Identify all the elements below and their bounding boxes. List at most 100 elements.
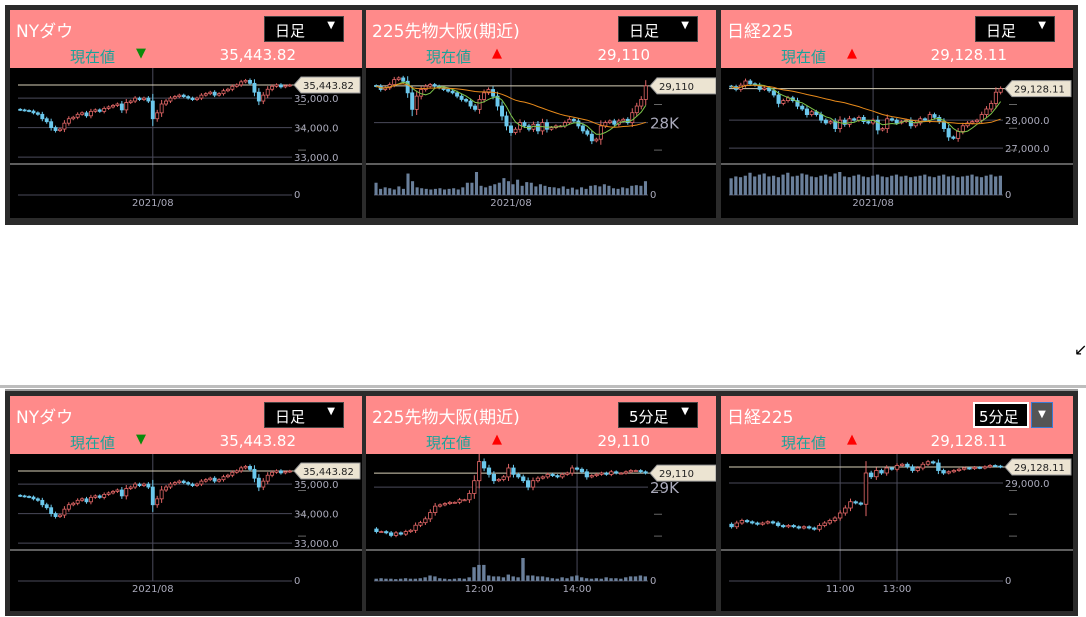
- timeframe-select[interactable]: 5分足 ▼: [618, 402, 698, 428]
- candle: [115, 102, 120, 107]
- timeframe-value: 日足: [275, 408, 306, 426]
- candle: [594, 472, 599, 478]
- candle: [164, 485, 168, 492]
- volume-bar: [638, 575, 643, 581]
- volume-bar: [584, 578, 589, 581]
- candle: [744, 519, 750, 524]
- candle: [93, 108, 98, 113]
- candle: [477, 95, 482, 114]
- splitter[interactable]: [0, 385, 1086, 388]
- volume-bar: [598, 186, 602, 195]
- candle: [203, 478, 208, 483]
- volume-bar: [479, 185, 483, 195]
- volume-zero-label: 0: [650, 190, 656, 201]
- candle: [486, 464, 492, 478]
- volume-bar: [580, 187, 584, 195]
- price-chart[interactable]: 28,000.0 27,000.0 2021/08 0 29,128.11: [721, 68, 1073, 208]
- panel-header: 日経225 日足 ▼ 現在値 ▲ 29,128.11: [721, 10, 1073, 68]
- candle: [925, 459, 931, 467]
- y-tick-label: 29K: [650, 479, 680, 497]
- candle: [571, 117, 576, 123]
- volume-bar: [998, 175, 1002, 195]
- candle: [159, 99, 164, 117]
- candle: [217, 478, 222, 483]
- candle: [49, 118, 54, 131]
- dropdown-button[interactable]: ▼: [1031, 402, 1053, 428]
- candle: [910, 464, 915, 473]
- candle: [920, 461, 926, 471]
- volume-bar: [535, 576, 540, 581]
- candle: [150, 93, 155, 126]
- candle: [410, 86, 415, 117]
- candle: [639, 96, 644, 110]
- candle: [27, 495, 31, 499]
- price-row: 現在値 ▲ 29,128.11: [721, 432, 1073, 452]
- candle: [462, 498, 467, 502]
- candle: [62, 120, 67, 133]
- price-chart[interactable]: 29,000.0 11:00 13:00 0 29,128.11: [721, 454, 1073, 601]
- candle: [172, 481, 177, 486]
- candle: [190, 96, 195, 102]
- candle: [755, 521, 760, 526]
- candle: [501, 475, 506, 482]
- candle: [473, 103, 478, 112]
- candle: [261, 478, 266, 491]
- candle: [128, 485, 133, 490]
- candle: [137, 482, 142, 488]
- candle: [521, 474, 526, 483]
- candle: [555, 474, 560, 479]
- volume-bar: [786, 172, 790, 195]
- candle: [858, 501, 864, 506]
- candle: [550, 472, 555, 478]
- volume-bar: [584, 188, 588, 195]
- timeframe-select[interactable]: 日足 ▼: [618, 16, 698, 42]
- volume-bar: [511, 576, 515, 581]
- volume-bar: [516, 577, 520, 581]
- candle: [496, 478, 501, 483]
- candle: [18, 108, 23, 112]
- timeframe-select[interactable]: 5分足: [973, 402, 1029, 428]
- volume-bar: [428, 575, 432, 581]
- volume-bar: [531, 575, 535, 581]
- candle: [44, 116, 49, 124]
- candle: [102, 492, 107, 500]
- candle: [951, 135, 956, 140]
- candle: [795, 97, 800, 110]
- price-chart[interactable]: 35,000.0 34,000.0 33,000.0 2021/08 0 35,443.8…: [10, 68, 362, 208]
- candle: [574, 466, 580, 471]
- candle: [770, 520, 776, 525]
- candle: [84, 110, 89, 118]
- volume-bar: [880, 176, 884, 195]
- volume-bar: [470, 182, 474, 195]
- price-chart[interactable]: 29K 12:00 14:00 0 29,110: [366, 454, 716, 601]
- current-price-value: 29,128.11: [930, 46, 1007, 64]
- volume-bar: [413, 578, 418, 581]
- volume-bar: [575, 575, 579, 581]
- candle: [880, 127, 885, 132]
- price-chart[interactable]: 35,000.0 34,000.0 33,000.0 2021/08 0 35,443.8…: [10, 454, 362, 601]
- candle: [396, 76, 401, 82]
- timeframe-select[interactable]: 日足 ▼: [264, 16, 344, 42]
- candle: [75, 112, 80, 120]
- timeframe-select[interactable]: 日足 ▼: [264, 402, 344, 428]
- candle: [562, 120, 567, 129]
- price-chart[interactable]: 28K 2021/08 0 29,110: [366, 68, 716, 208]
- candle: [217, 92, 222, 97]
- resize-arrow-icon[interactable]: ↙: [1074, 340, 1086, 359]
- volume-bar: [975, 176, 979, 195]
- volume-bar: [502, 178, 506, 195]
- price-row: 現在値 ▲ 29,110: [366, 46, 716, 66]
- candle: [618, 472, 624, 475]
- price-row: 現在値 ▼ 35,443.82: [10, 46, 362, 66]
- volume-bar: [538, 184, 542, 195]
- candle: [930, 460, 936, 465]
- candle: [598, 120, 603, 145]
- timeframe-select[interactable]: 日足 ▼: [975, 16, 1055, 42]
- candle: [506, 463, 511, 481]
- ma-short-line: [376, 81, 647, 135]
- candle: [252, 79, 257, 97]
- volume-bar: [570, 576, 574, 581]
- triangle-down-icon: ▼: [136, 46, 146, 61]
- volume-bar: [767, 176, 771, 195]
- volume-bar: [819, 175, 823, 195]
